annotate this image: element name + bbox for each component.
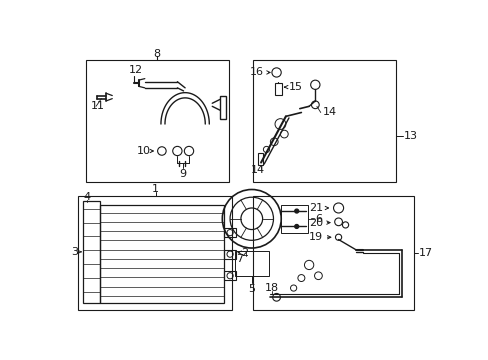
Text: 2: 2 — [241, 248, 247, 258]
Text: 15: 15 — [288, 82, 303, 92]
Text: 18: 18 — [264, 283, 279, 293]
Text: 14: 14 — [250, 165, 264, 175]
Text: 5: 5 — [248, 284, 255, 294]
Text: 1: 1 — [152, 184, 159, 194]
Text: 10: 10 — [137, 146, 151, 156]
Text: 11: 11 — [90, 101, 104, 111]
Text: 21: 21 — [308, 203, 323, 213]
Bar — [252, 60, 395, 182]
Circle shape — [294, 225, 298, 228]
Bar — [281, 205, 308, 233]
Bar — [78, 195, 231, 310]
Bar — [258, 153, 263, 165]
Text: 9: 9 — [179, 169, 186, 179]
Text: 14: 14 — [323, 108, 337, 117]
Text: 20: 20 — [308, 217, 323, 228]
Text: 19: 19 — [308, 232, 323, 242]
Bar — [234, 251, 268, 276]
Text: 16: 16 — [250, 67, 264, 77]
Bar — [224, 228, 236, 237]
Text: 17: 17 — [418, 248, 432, 258]
Bar — [274, 83, 282, 95]
Text: 8: 8 — [153, 49, 161, 59]
Text: 4: 4 — [83, 192, 90, 202]
Bar — [224, 249, 236, 259]
Text: 13: 13 — [403, 131, 417, 141]
Circle shape — [294, 209, 298, 213]
Bar — [82, 201, 100, 303]
Text: 6: 6 — [315, 214, 322, 224]
Bar — [100, 205, 224, 303]
Text: 7: 7 — [236, 254, 243, 264]
Bar — [86, 60, 229, 182]
Bar — [224, 271, 236, 280]
Bar — [252, 195, 413, 310]
Bar — [220, 95, 226, 119]
Text: 3: 3 — [71, 247, 78, 257]
Text: 12: 12 — [129, 65, 143, 75]
